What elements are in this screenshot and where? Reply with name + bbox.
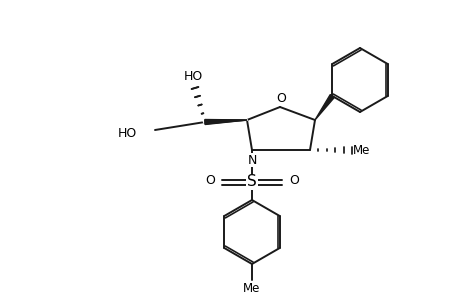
Polygon shape	[204, 119, 246, 124]
Text: O: O	[205, 173, 214, 187]
Text: HO: HO	[183, 70, 202, 83]
Text: HO: HO	[118, 127, 137, 140]
Text: Me: Me	[243, 283, 260, 296]
Text: O: O	[288, 173, 298, 187]
Text: O: O	[275, 92, 285, 104]
Polygon shape	[314, 94, 334, 120]
Text: Me: Me	[353, 143, 370, 157]
Text: S: S	[246, 175, 256, 190]
Text: N: N	[247, 154, 256, 166]
Polygon shape	[204, 120, 246, 124]
